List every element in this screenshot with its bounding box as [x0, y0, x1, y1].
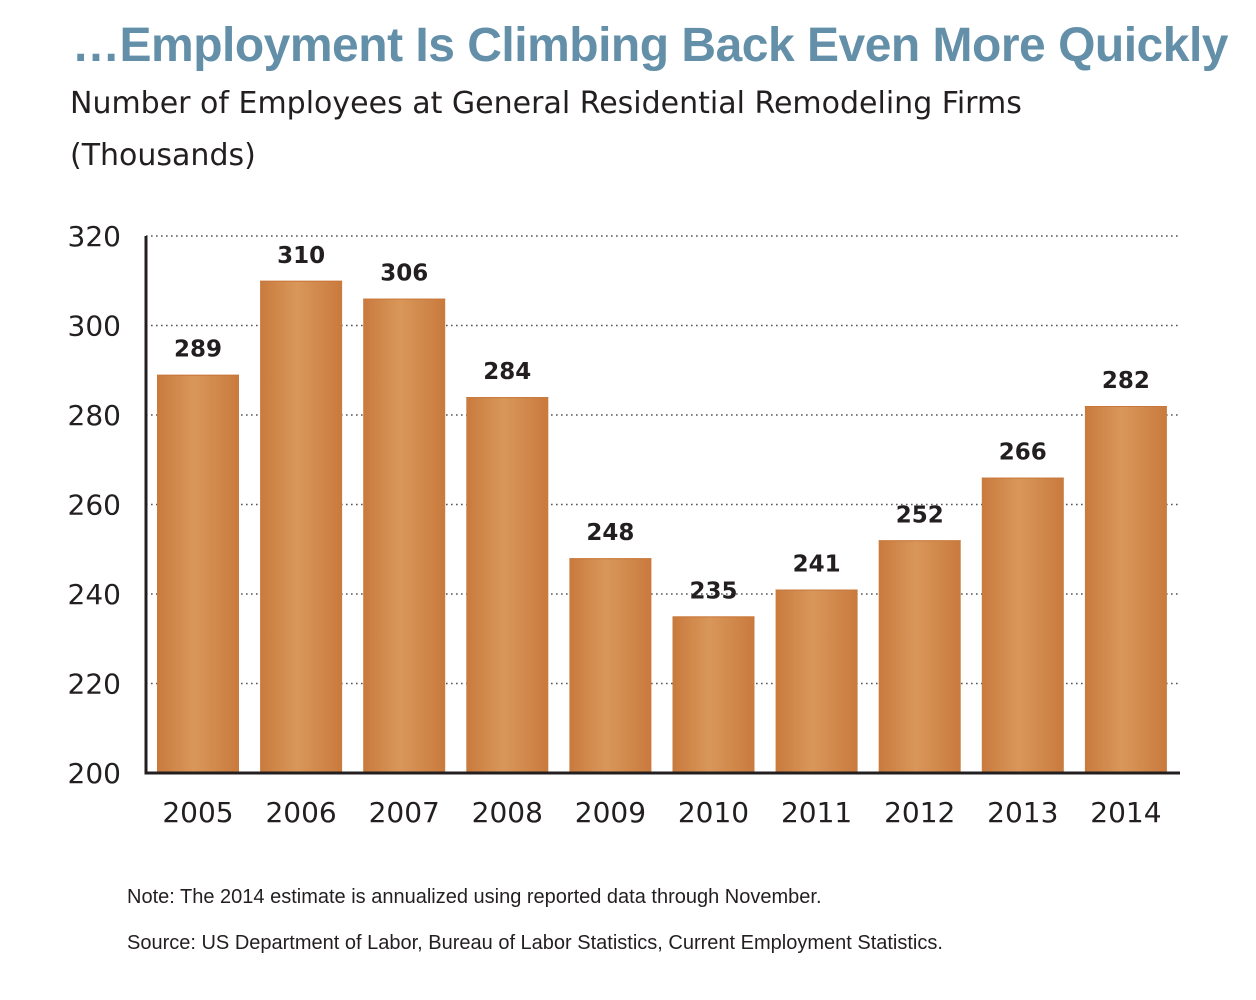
labels: 200 220 240 260 280 300 320 289 2005 310 2006 306 20… [68, 220, 1162, 829]
x-tick-label: 2013 [987, 796, 1058, 829]
chart-title: …Employment Is Climbing Back Even More Q… [72, 19, 1228, 72]
x-tick-label: 2011 [781, 796, 852, 829]
bar-chart: 200 220 240 260 280 300 320 289 2005 310 2006 306 20… [68, 220, 1180, 829]
y-tick-label: 240 [68, 578, 121, 611]
y-tick-label: 320 [68, 220, 121, 253]
bar-2008 [466, 397, 549, 773]
chart-subtitle: Number of Employees at General Residenti… [70, 86, 1022, 121]
bar-value-label: 282 [1102, 368, 1150, 394]
bar-2012 [878, 540, 961, 773]
y-tick-label: 220 [68, 668, 121, 701]
y-tick-label: 260 [68, 489, 121, 522]
bar-2006 [260, 280, 343, 773]
chart-units: (Thousands) [70, 138, 256, 173]
bar-2014 [1084, 406, 1167, 773]
bar-2007 [363, 298, 446, 773]
bar-value-label: 284 [483, 359, 531, 385]
bar-2013 [981, 477, 1064, 773]
y-tick-label: 280 [68, 399, 121, 432]
x-tick-label: 2009 [575, 796, 646, 829]
bar-2005 [157, 374, 239, 773]
bar-value-label: 310 [277, 243, 325, 269]
y-tick-label: 200 [68, 757, 121, 790]
x-tick-label: 2014 [1090, 796, 1161, 829]
bar-value-label: 306 [380, 261, 428, 287]
x-tick-label: 2010 [678, 796, 749, 829]
x-tick-label: 2005 [162, 796, 233, 829]
x-tick-label: 2007 [369, 796, 440, 829]
bar-value-label: 266 [999, 440, 1047, 466]
x-tick-label: 2008 [472, 796, 543, 829]
bar-2009 [569, 558, 652, 773]
bar-value-label: 235 [689, 578, 737, 604]
source-note: Source: US Department of Labor, Bureau o… [127, 932, 943, 954]
bar-value-label: 252 [896, 502, 944, 528]
x-tick-label: 2006 [265, 796, 336, 829]
bar-value-label: 241 [793, 552, 841, 578]
bar-2011 [775, 589, 858, 773]
bar-2010 [672, 616, 755, 773]
footnote: Note: The 2014 estimate is annualized us… [127, 886, 822, 908]
bar-value-label: 289 [174, 337, 222, 363]
bar-value-label: 248 [586, 520, 634, 546]
y-tick-label: 300 [68, 310, 121, 343]
axes [144, 236, 1180, 775]
bars [157, 280, 1167, 773]
x-tick-label: 2012 [884, 796, 955, 829]
